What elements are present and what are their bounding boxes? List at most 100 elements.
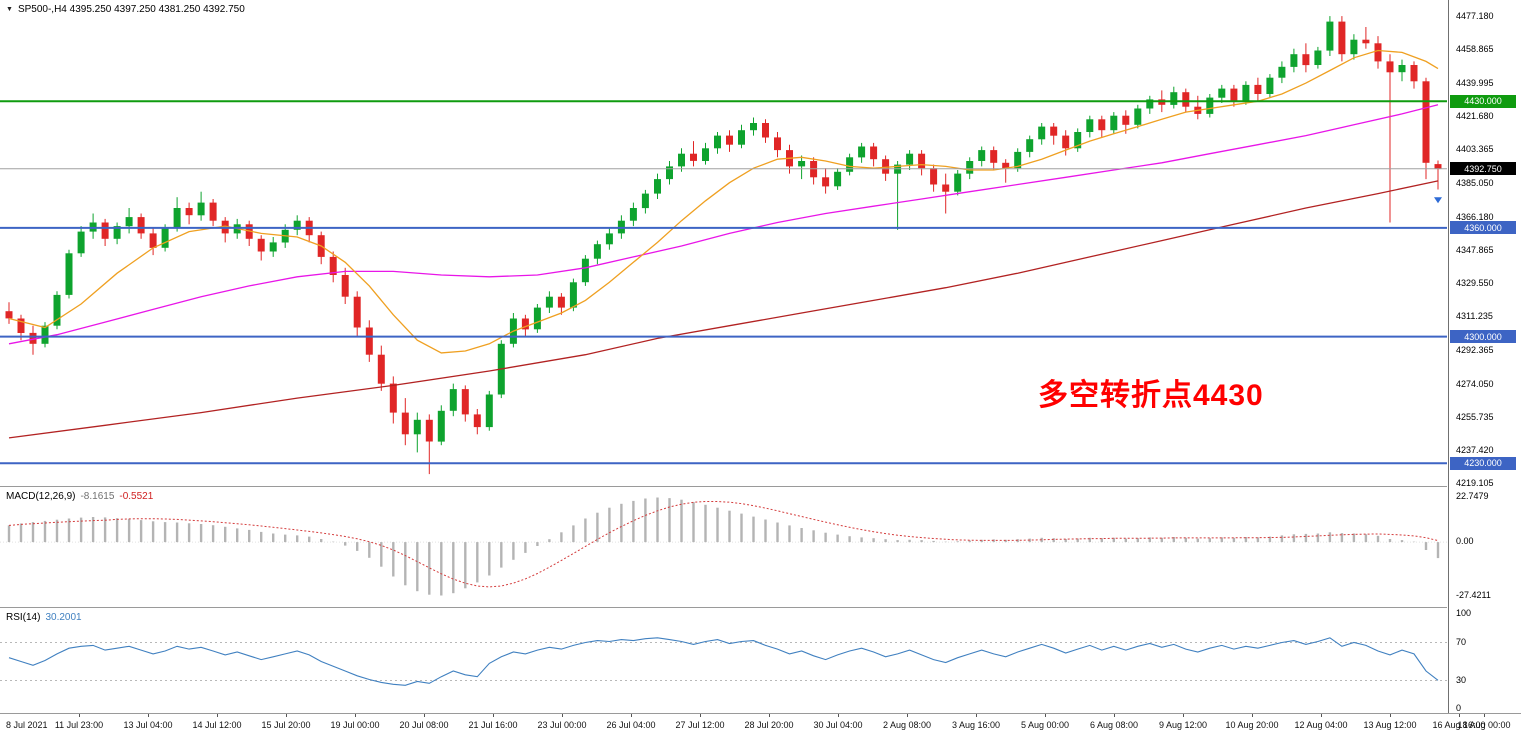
time-axis-label: 9 Aug 12:00 bbox=[1158, 720, 1208, 730]
time-axis-label: 11 Jul 23:00 bbox=[54, 720, 104, 730]
macd-axis-tick: 0.00 bbox=[1456, 536, 1474, 547]
time-axis-label: 19 Jul 00:00 bbox=[330, 720, 380, 730]
time-axis-label: 21 Jul 16:00 bbox=[468, 720, 518, 730]
time-axis-tickmark bbox=[700, 714, 701, 717]
time-axis-tickmark bbox=[631, 714, 632, 717]
price-axis[interactable]: 4477.180 4458.865 4439.995 4421.680 4403.365… bbox=[1448, 0, 1521, 713]
time-axis-label: 3 Aug 16:00 bbox=[951, 720, 1001, 730]
time-axis-tickmark bbox=[217, 714, 218, 717]
time-axis-tickmark bbox=[1114, 714, 1115, 717]
time-axis-label: 20 Jul 08:00 bbox=[399, 720, 449, 730]
time-axis-label: 13 Aug 12:00 bbox=[1363, 720, 1417, 730]
time-axis-tickmark bbox=[1045, 714, 1046, 717]
main-chart-panel[interactable]: ▼ SP500-,H4 4395.250 4397.250 4381.250 4… bbox=[0, 0, 1447, 486]
time-axis-label: 14 Jul 12:00 bbox=[192, 720, 242, 730]
macd-histogram bbox=[0, 497, 1447, 596]
time-axis-tickmark bbox=[148, 714, 149, 717]
rsi-panel[interactable]: RSI(14) 30.2001 bbox=[0, 607, 1447, 713]
rsi-value: 30.2001 bbox=[45, 612, 82, 623]
rsi-name: RSI(14) bbox=[6, 612, 41, 623]
rsi-axis-tick: 0 bbox=[1456, 703, 1462, 713]
rsi-axis-tick: 100 bbox=[1456, 608, 1472, 618]
rsi-plot bbox=[0, 637, 1447, 686]
time-axis-label: 26 Jul 04:00 bbox=[606, 720, 656, 730]
ma-mid-line bbox=[8, 104, 1439, 345]
price-tag-4230.000: 4230.000 bbox=[1450, 456, 1516, 470]
time-axis-tickmark bbox=[976, 714, 977, 717]
symbol-ohlc-text: SP500-,H4 4395.250 4397.250 4381.250 439… bbox=[17, 4, 245, 15]
price-axis-tick: 4347.865 bbox=[1456, 244, 1494, 255]
price-tag-4430.000: 4430.000 bbox=[1450, 94, 1516, 108]
time-axis-tickmark bbox=[562, 714, 563, 717]
macd-label: MACD(12,26,9) -8.1615 -0.5521 bbox=[6, 491, 153, 502]
macd-plot-area[interactable] bbox=[0, 487, 1447, 607]
time-axis-tickmark bbox=[838, 714, 839, 717]
time-axis-tickmark bbox=[79, 714, 80, 717]
rsi-line bbox=[8, 637, 1439, 686]
price-axis-tick: 4219.105 bbox=[1456, 478, 1494, 488]
price-tag-4300.000: 4300.000 bbox=[1450, 330, 1516, 344]
price-axis-tick: 4385.050 bbox=[1456, 177, 1494, 188]
time-axis-tickmark bbox=[1390, 714, 1391, 717]
time-axis-tickmark bbox=[1321, 714, 1322, 717]
time-axis-label: 28 Jul 20:00 bbox=[744, 720, 794, 730]
time-axis-label: 5 Aug 00:00 bbox=[1020, 720, 1070, 730]
price-tag-4360.000: 4360.000 bbox=[1450, 221, 1516, 235]
time-axis-tickmark bbox=[355, 714, 356, 717]
time-axis-tickmark bbox=[1484, 714, 1485, 717]
time-axis-tickmark bbox=[1459, 714, 1460, 717]
ma-fast-line bbox=[8, 49, 1439, 354]
macd-panel[interactable]: MACD(12,26,9) -8.1615 -0.5521 bbox=[0, 486, 1447, 607]
time-axis-label: 27 Jul 12:00 bbox=[675, 720, 725, 730]
price-axis-tick: 4329.550 bbox=[1456, 278, 1494, 289]
price-axis-tick: 4403.365 bbox=[1456, 144, 1494, 155]
price-axis-tick: 4292.365 bbox=[1456, 345, 1494, 356]
price-axis-tick: 4366.180 bbox=[1456, 211, 1494, 222]
time-axis-label: 15 Jul 20:00 bbox=[261, 720, 311, 730]
time-axis-label: 10 Aug 20:00 bbox=[1225, 720, 1279, 730]
time-axis-label: 18 Aug 00:00 bbox=[1457, 720, 1511, 730]
current-bar-marker-icon bbox=[1434, 197, 1442, 204]
macd-axis-tick: -27.4211 bbox=[1456, 590, 1491, 600]
time-axis-label: 2 Aug 08:00 bbox=[882, 720, 932, 730]
rsi-label: RSI(14) 30.2001 bbox=[6, 612, 82, 623]
time-axis-tickmark bbox=[424, 714, 425, 717]
time-axis-tickmark bbox=[907, 714, 908, 717]
time-axis-label: 16 Aug 16:00 bbox=[1432, 720, 1486, 730]
macd-signal-value: -0.5521 bbox=[119, 491, 154, 502]
symbol-marker-icon: ▼ bbox=[6, 6, 13, 13]
ma-slow-line bbox=[8, 180, 1439, 439]
time-axis-label: 23 Jul 00:00 bbox=[537, 720, 587, 730]
price-axis-tick: 4237.420 bbox=[1456, 444, 1494, 455]
candles-layer bbox=[5, 16, 1442, 475]
rsi-axis-tick: 30 bbox=[1456, 674, 1467, 685]
time-axis-tickmark bbox=[1183, 714, 1184, 717]
time-axis-label: 8 Jul 2021 bbox=[6, 720, 48, 730]
current-price-tag: 4392.750 bbox=[1450, 162, 1516, 176]
time-axis-tickmark bbox=[1252, 714, 1253, 717]
price-axis-tick: 4439.995 bbox=[1456, 78, 1494, 89]
time-axis-label: 6 Aug 08:00 bbox=[1089, 720, 1139, 730]
time-axis-label: 30 Jul 04:00 bbox=[813, 720, 863, 730]
time-axis-label: 13 Jul 04:00 bbox=[123, 720, 173, 730]
price-axis-tick: 4477.180 bbox=[1456, 10, 1494, 21]
main-chart-plot[interactable] bbox=[0, 0, 1447, 486]
price-axis-tick: 4421.680 bbox=[1456, 111, 1494, 122]
time-axis-label: 12 Aug 04:00 bbox=[1294, 720, 1348, 730]
time-axis-tickmark bbox=[493, 714, 494, 717]
macd-main-value: -8.1615 bbox=[80, 491, 115, 502]
price-axis-tick: 4311.235 bbox=[1456, 311, 1493, 322]
price-axis-tick: 4255.735 bbox=[1456, 411, 1494, 422]
time-axis[interactable]: 8 Jul 2021 11 Jul 23:00 13 Jul 04:00 14 Jul… bbox=[0, 713, 1521, 735]
macd-name: MACD(12,26,9) bbox=[6, 491, 76, 502]
macd-axis-tick: 22.7479 bbox=[1456, 491, 1489, 502]
price-axis-tick: 4458.865 bbox=[1456, 44, 1494, 54]
rsi-axis-tick: 70 bbox=[1456, 636, 1467, 647]
symbol-info: ▼ SP500-,H4 4395.250 4397.250 4381.250 4… bbox=[6, 4, 245, 15]
time-axis-tickmark bbox=[286, 714, 287, 717]
rsi-plot-area[interactable] bbox=[0, 608, 1447, 713]
chart-annotation-text[interactable]: 多空转折点4430 bbox=[1038, 379, 1264, 412]
macd-signal-line bbox=[8, 501, 1439, 588]
price-axis-tick: 4274.050 bbox=[1456, 378, 1494, 389]
